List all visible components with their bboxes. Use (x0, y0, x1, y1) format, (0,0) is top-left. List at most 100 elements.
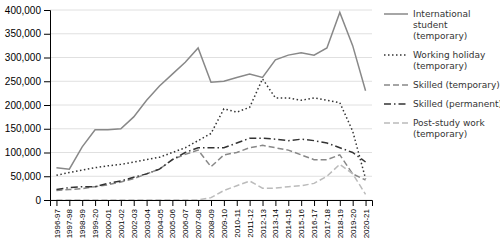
x-tick-label: 2011-12 (246, 208, 255, 237)
x-tick-label: 2003-04 (143, 208, 152, 238)
x-tick-mark (250, 200, 251, 206)
x-tick-label: 2009-10 (220, 208, 229, 238)
y-tick: 350,000 (5, 28, 50, 39)
x-tick-mark (56, 200, 57, 206)
y-tick-mark (44, 129, 50, 130)
grid-line (50, 10, 372, 11)
x-tick-mark (211, 200, 212, 206)
x-tick-label: 2013-14 (271, 208, 280, 238)
axis-line (51, 201, 373, 207)
x-tick-label: 2010-11 (233, 208, 242, 237)
x-tick-mark (237, 200, 238, 206)
x-tick-mark (288, 200, 289, 206)
x-tick-label: 2019-20 (349, 208, 358, 238)
x-tick-mark (95, 200, 96, 206)
y-tick-label: 200,000 (5, 100, 42, 111)
y-tick: 200,000 (5, 100, 50, 111)
y-tick-mark (44, 105, 50, 106)
y-tick: 300,000 (5, 52, 50, 63)
y-tick-label: 100,000 (5, 147, 42, 158)
x-tick-mark (108, 200, 109, 206)
x-tick: 1996-97 (53, 200, 62, 238)
x-tick-mark (159, 200, 160, 206)
x-tick-mark (172, 200, 173, 206)
x-tick-mark (340, 200, 341, 206)
y-tick-mark (44, 153, 50, 154)
x-tick-label: 2004-05 (156, 208, 165, 238)
x-tick: 2018-19 (336, 200, 345, 238)
grid (50, 10, 372, 200)
plot: 0 50,000 100,000 150,000 200,000 250,000 300,0… (5, 5, 373, 239)
x-tick: 2013-14 (271, 200, 280, 238)
x-tick-label: 1997-98 (65, 208, 74, 238)
y-tick-label: 300,000 (5, 52, 42, 63)
x-tick-mark (353, 200, 354, 206)
legend-item: Working holiday(temporary) (384, 50, 486, 71)
x-tick-label: 2014-15 (284, 208, 293, 238)
x-tick-label: 1999-20 (91, 208, 100, 238)
y-tick: 0 (35, 195, 50, 206)
x-tick-label: 2016-17 (310, 208, 319, 238)
axis-line (44, 11, 51, 201)
legend-swatch (384, 122, 408, 124)
legend-label: Post-study work(temporary) (413, 118, 485, 139)
lines (56, 12, 365, 200)
x-tick: 1998-99 (78, 200, 87, 238)
x-tick-mark (263, 200, 264, 206)
x-tick: 2010-11 (233, 200, 242, 238)
x-tick-mark (275, 200, 276, 206)
x-tick-label: 1996-97 (53, 208, 62, 238)
y-axis: 0 50,000 100,000 150,000 200,000 250,000 300,0… (5, 5, 51, 206)
series-line (56, 12, 365, 169)
y-tick: 250,000 (5, 76, 50, 87)
legend-item: Skilled (permanent) (384, 99, 500, 109)
series-line (56, 138, 365, 189)
legend-swatch (384, 103, 408, 105)
y-tick-mark (44, 58, 50, 59)
x-tick-mark (82, 200, 83, 206)
x-tick-label: 2017-18 (323, 208, 332, 238)
x-tick-mark (147, 200, 148, 206)
grid-line (50, 152, 372, 153)
y-tick-label: 350,000 (5, 28, 42, 39)
legend-label: Skilled (temporary) (413, 80, 500, 90)
x-tick: 1997-98 (65, 200, 74, 238)
x-tick-mark (224, 200, 225, 206)
y-tick: 150,000 (5, 123, 50, 134)
x-tick: 2005-06 (168, 200, 177, 238)
y-tick-label: 0 (35, 195, 41, 206)
y-tick: 50,000 (10, 171, 50, 182)
y-tick-label: 250,000 (5, 76, 42, 87)
grid-line (50, 33, 372, 34)
x-tick-mark (366, 200, 367, 206)
legend-item: Internationalstudent(temporary) (384, 9, 470, 41)
x-tick-label: 2005-06 (168, 208, 177, 238)
x-tick-label: 2015-16 (297, 208, 306, 238)
x-tick: 2016-17 (310, 200, 319, 238)
legend: Internationalstudent(temporary) Working h… (384, 9, 500, 139)
legend-item: Skilled (temporary) (384, 80, 500, 90)
x-tick: 2006-07 (181, 200, 190, 238)
legend-label: Internationalstudent(temporary) (413, 9, 470, 41)
x-tick-label: 2007-08 (194, 208, 203, 238)
y-tick-label: 400,000 (5, 5, 42, 16)
series-line (56, 79, 365, 179)
x-tick: 2000-01 (104, 200, 113, 238)
x-tick-label: 2001-02 (117, 208, 126, 238)
x-tick-label: 1998-99 (78, 208, 87, 238)
x-tick-mark (327, 200, 328, 206)
x-tick: 2012-13 (259, 200, 268, 238)
legend-item: Post-study work(temporary) (384, 118, 485, 139)
chart: 0 50,000 100,000 150,000 200,000 250,000 300,0… (0, 0, 500, 244)
legend-label: Working holiday(temporary) (413, 50, 486, 71)
grid-line (50, 57, 372, 58)
y-tick-mark (44, 10, 50, 11)
x-tick: 2020-21 (362, 200, 371, 238)
series-line (56, 164, 365, 200)
x-tick: 2011-12 (246, 200, 255, 238)
x-tick-label: 2002-03 (130, 208, 139, 238)
y-tick: 400,000 (5, 5, 50, 16)
x-tick-label: 2000-01 (104, 208, 113, 238)
x-tick: 2002-03 (130, 200, 139, 238)
grid-line (50, 176, 372, 177)
